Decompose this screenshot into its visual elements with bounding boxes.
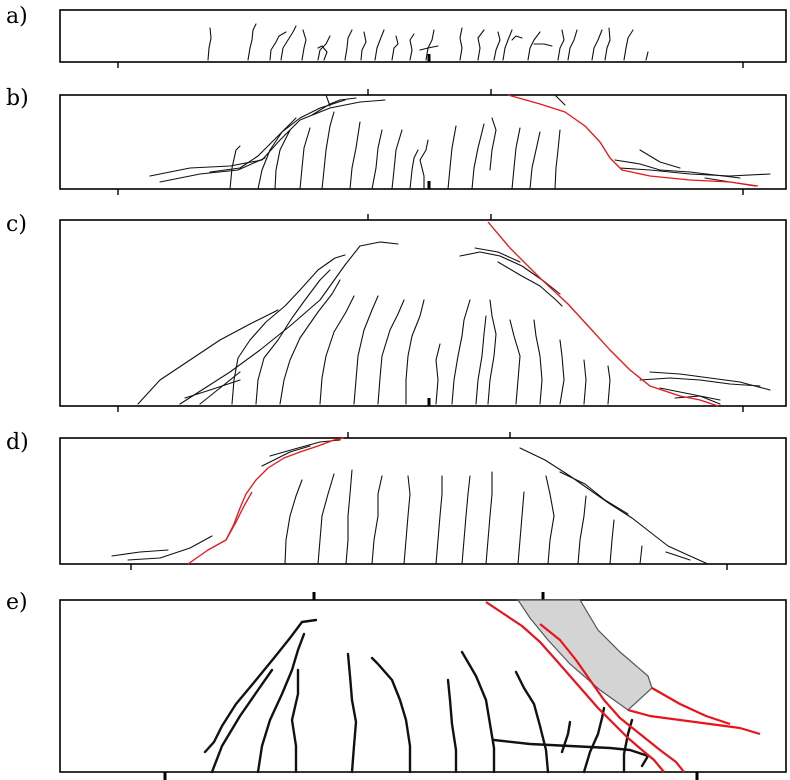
panel-b bbox=[59, 89, 787, 195]
panel-a-cracks bbox=[207, 23, 649, 61]
panel-b-frame bbox=[59, 94, 787, 190]
panel-c-frame bbox=[59, 219, 787, 407]
critical-crack bbox=[507, 94, 759, 187]
critical-crack bbox=[627, 708, 761, 736]
panel-label-b: b) bbox=[6, 86, 29, 111]
critical-crack bbox=[187, 437, 345, 565]
panel-label-c: c) bbox=[6, 212, 27, 237]
panel-e-cracks bbox=[203, 618, 650, 774]
critical-crack bbox=[487, 221, 719, 407]
critical-crack bbox=[225, 491, 253, 541]
panel-b-cracks bbox=[149, 94, 771, 190]
panel-d-cracks bbox=[111, 439, 709, 565]
panel-e-frame bbox=[59, 599, 787, 773]
panel-label-e: e) bbox=[6, 590, 28, 615]
critical-crack bbox=[651, 687, 731, 726]
critical-crack bbox=[539, 623, 685, 773]
panel-label-d: d) bbox=[6, 430, 29, 455]
panel-c bbox=[59, 214, 787, 412]
panel-d bbox=[59, 432, 787, 570]
panel-d-frame bbox=[59, 437, 787, 565]
panel-c-cracks bbox=[137, 241, 771, 405]
critical-crack bbox=[485, 601, 665, 773]
panel-a-frame bbox=[59, 9, 787, 63]
panel-e bbox=[59, 592, 787, 780]
panel-label-a: a) bbox=[6, 4, 28, 29]
panel-a bbox=[59, 9, 787, 68]
spalled-region bbox=[516, 599, 653, 711]
